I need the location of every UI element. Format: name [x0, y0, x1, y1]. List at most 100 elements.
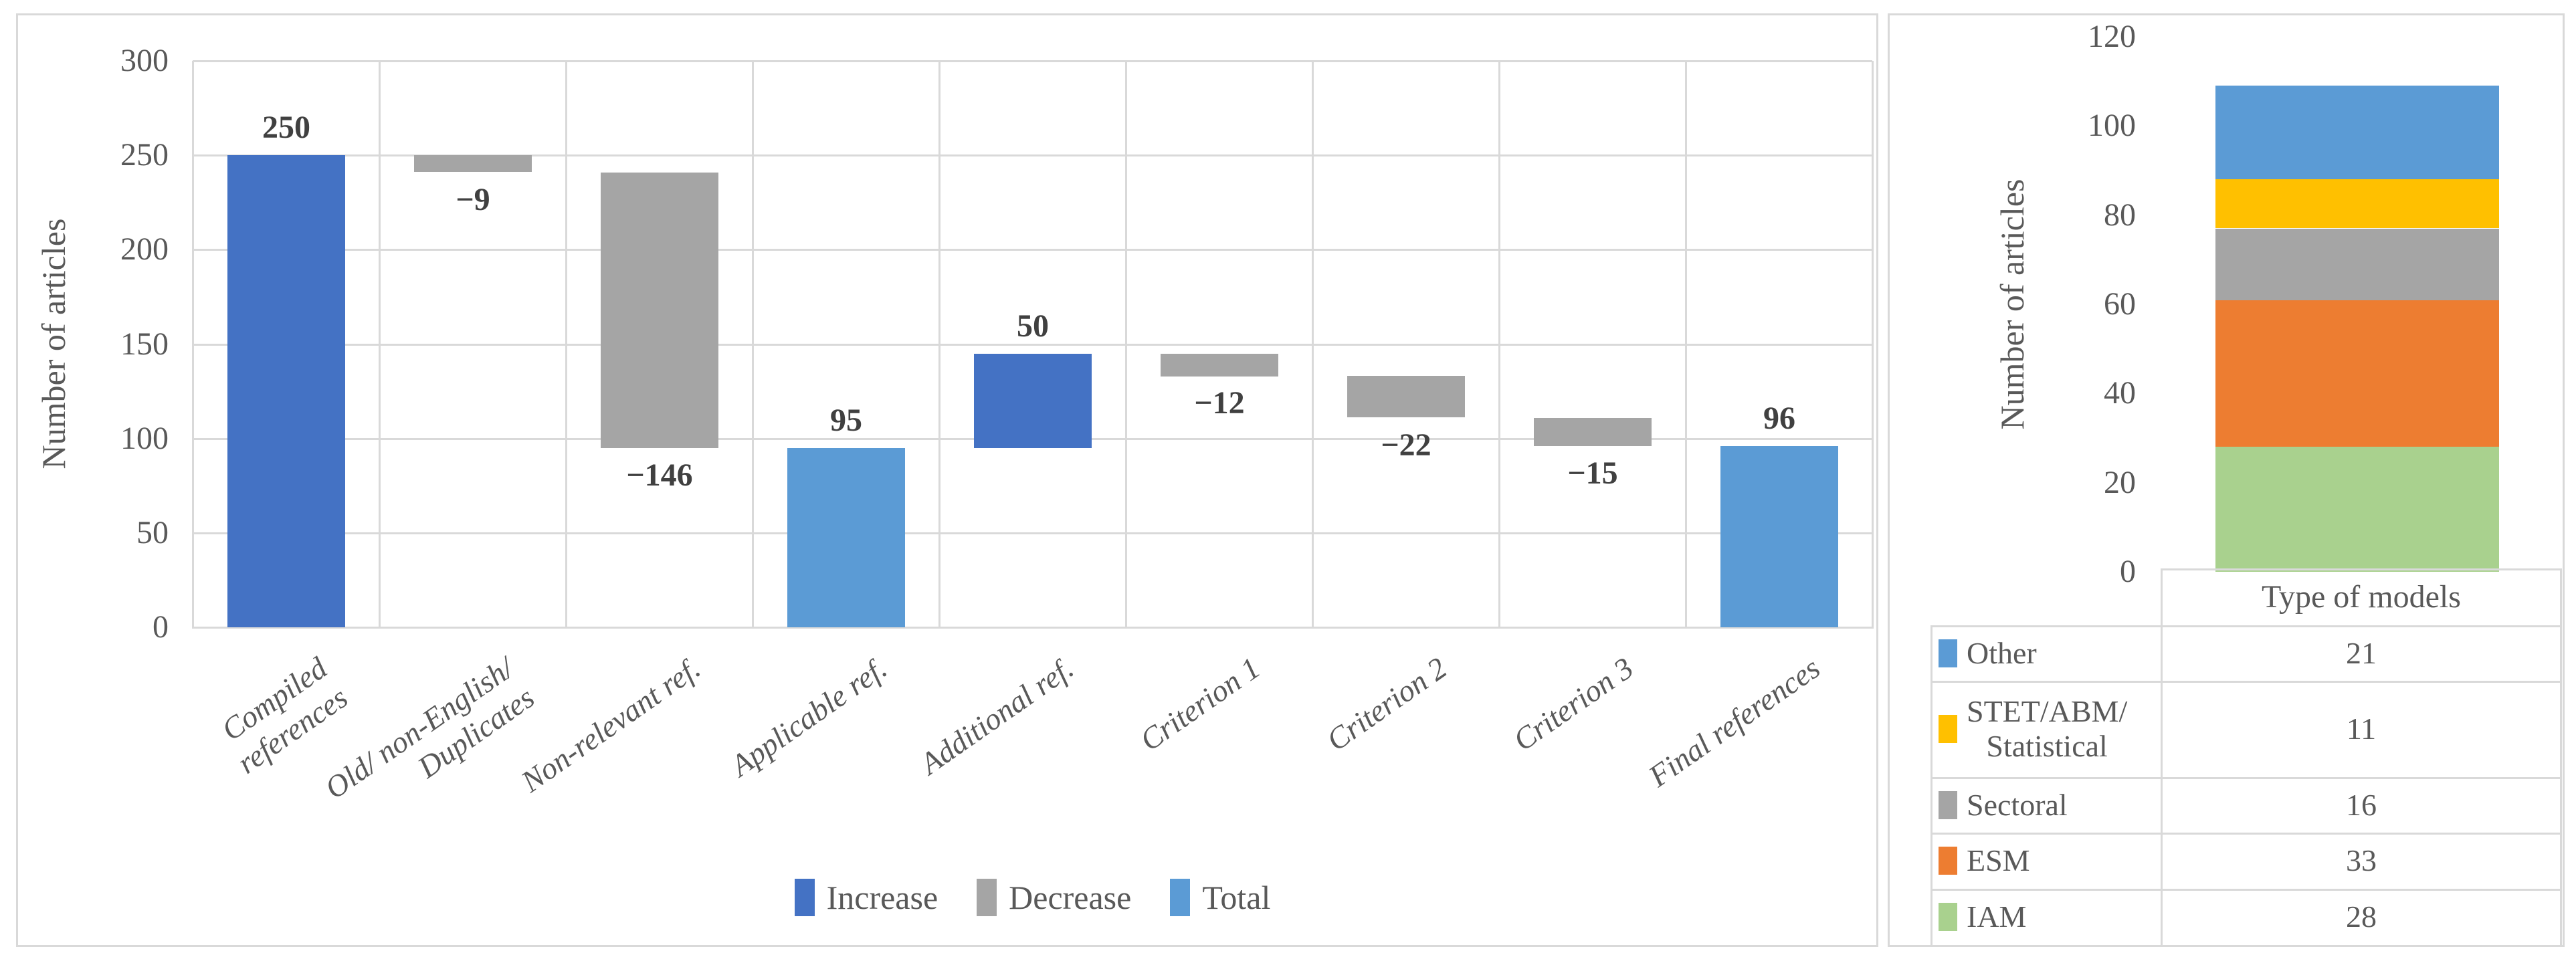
data-label-3: −146	[626, 457, 693, 493]
total-swatch-icon	[1170, 879, 1191, 916]
gridline-x-2	[565, 61, 567, 629]
table-border-left	[1930, 625, 1933, 947]
gridline-x-9	[1872, 61, 1874, 629]
data-label-4: 95	[830, 403, 862, 438]
right-y-tick-label: 0	[2120, 554, 2136, 589]
gridline-y-200	[193, 249, 1872, 251]
y-tick-label: 50	[136, 515, 169, 550]
table-row-border-6	[1930, 945, 2562, 947]
right-y-tick-label: 100	[2088, 108, 2136, 143]
table-row-label-text: Sectoral	[1967, 788, 2068, 823]
right-y-tick-label: 80	[2104, 197, 2136, 233]
legend-item-total: Total	[1170, 877, 1270, 918]
gridline-x-3	[752, 61, 754, 629]
gridline-x-4	[938, 61, 940, 629]
waterfall-bar-3	[601, 173, 718, 448]
table-label-line: ESM	[1967, 843, 2030, 877]
y-tick-label: 200	[120, 231, 169, 267]
gridline-x-5	[1125, 61, 1127, 629]
legend-item-decrease: Decrease	[977, 877, 1131, 918]
y-tick-label: 100	[120, 421, 169, 456]
table-row-label-sectoral: Sectoral	[1939, 777, 2161, 833]
table-row-label-esm: ESM	[1939, 833, 2161, 889]
waterfall-bar-6	[1161, 354, 1278, 377]
table-row-value: 21	[2346, 635, 2377, 670]
table-border-right	[2560, 568, 2562, 947]
table-row-label-other: Other	[1939, 625, 2161, 681]
table-label-line: Statistical	[1986, 729, 2108, 763]
table-header-cell: Type of models	[2262, 578, 2461, 615]
y-tick-label: 150	[120, 326, 169, 362]
gridline-y-0	[193, 627, 1872, 629]
y-tick-label: 250	[120, 137, 169, 173]
right-y-tick-label: 120	[2088, 19, 2136, 54]
y-tick-label: 300	[120, 43, 169, 78]
table-row-border-5	[1930, 889, 2562, 891]
gridline-y-50	[193, 532, 1872, 534]
legend-label: Total	[1202, 879, 1271, 916]
legend-label: Decrease	[1009, 879, 1132, 916]
sectoral-swatch-icon	[1939, 790, 1957, 819]
table-row-label-stet-abm-statistical: STET/ABM/Statistical	[1939, 681, 2161, 777]
waterfall-bar-1	[227, 155, 345, 627]
right-y-tick-label: 60	[2104, 286, 2136, 322]
gridline-y-150	[193, 344, 1872, 346]
table-row-label-iam: IAM	[1939, 889, 2161, 945]
stet-abm-statistical-swatch-icon	[1939, 715, 1957, 743]
gridline-x-7	[1498, 61, 1500, 629]
data-label-8: −15	[1567, 455, 1618, 491]
table-label-line: Sectoral	[1967, 787, 2068, 822]
data-label-1: 250	[262, 110, 310, 145]
waterfall-bar-7	[1347, 376, 1465, 417]
iam-swatch-icon	[1939, 903, 1957, 931]
table-row-border-4	[1930, 833, 2562, 835]
type-of-models-table: Type of models Other 21 STET/ABM/Statistica…	[1930, 568, 2562, 947]
waterfall-bar-5	[974, 354, 1092, 448]
table-label-line: STET/ABM/	[1967, 694, 2128, 728]
table-row-label-text: STET/ABM/Statistical	[1967, 694, 2127, 764]
stacked-segment-esm	[2215, 300, 2499, 447]
waterfall-bar-9	[1720, 446, 1838, 627]
data-label-6: −12	[1194, 385, 1245, 421]
table-row-label-text: IAM	[1967, 899, 2026, 934]
waterfall-bar-4	[787, 448, 905, 627]
table-row-border-3	[1930, 777, 2562, 779]
stacked-segment-sectoral	[2215, 229, 2499, 300]
other-swatch-icon	[1939, 639, 1957, 667]
right-y-tick-label: 40	[2104, 375, 2136, 411]
decrease-swatch-icon	[977, 879, 997, 916]
legend-label: Increase	[826, 879, 938, 916]
table-row-value: 16	[2346, 787, 2377, 822]
data-label-9: 96	[1763, 401, 1795, 436]
esm-swatch-icon	[1939, 847, 1957, 875]
stacked-segment-iam	[2215, 447, 2499, 572]
table-label-line: IAM	[1967, 899, 2027, 934]
table-label-line: Other	[1967, 635, 2037, 670]
waterfall-bar-8	[1534, 418, 1652, 446]
table-row-border-1	[1930, 625, 2562, 627]
waterfall-bar-2	[414, 155, 532, 172]
stacked-segment-stet-abm-statistical	[2215, 179, 2499, 228]
table-border-top	[2161, 568, 2562, 570]
table-row-border-2	[1930, 681, 2562, 683]
gridline-x-1	[379, 61, 381, 629]
gridline-x-6	[1312, 61, 1314, 629]
gridline-y-300	[193, 60, 1872, 62]
table-row-value: 28	[2346, 899, 2377, 934]
table-row-label-text: Other	[1967, 636, 2037, 671]
waterfall-legend: Increase Decrease Total	[193, 876, 1872, 919]
data-label-7: −22	[1381, 427, 1431, 463]
table-row-value: 11	[2346, 712, 2377, 746]
table-row-value: 33	[2346, 843, 2377, 877]
table-row-label-text: ESM	[1967, 843, 2030, 878]
gridline-y-250	[193, 154, 1872, 156]
data-label-5: 50	[1017, 308, 1049, 344]
stacked-segment-other	[2215, 86, 2499, 179]
right-y-axis-title: Number of articles	[1993, 179, 2031, 430]
y-tick-label: 0	[153, 609, 169, 645]
data-label-2: −9	[456, 182, 490, 217]
increase-swatch-icon	[794, 879, 815, 916]
legend-item-increase: Increase	[794, 877, 938, 918]
left-y-axis-title: Number of articles	[35, 218, 72, 469]
